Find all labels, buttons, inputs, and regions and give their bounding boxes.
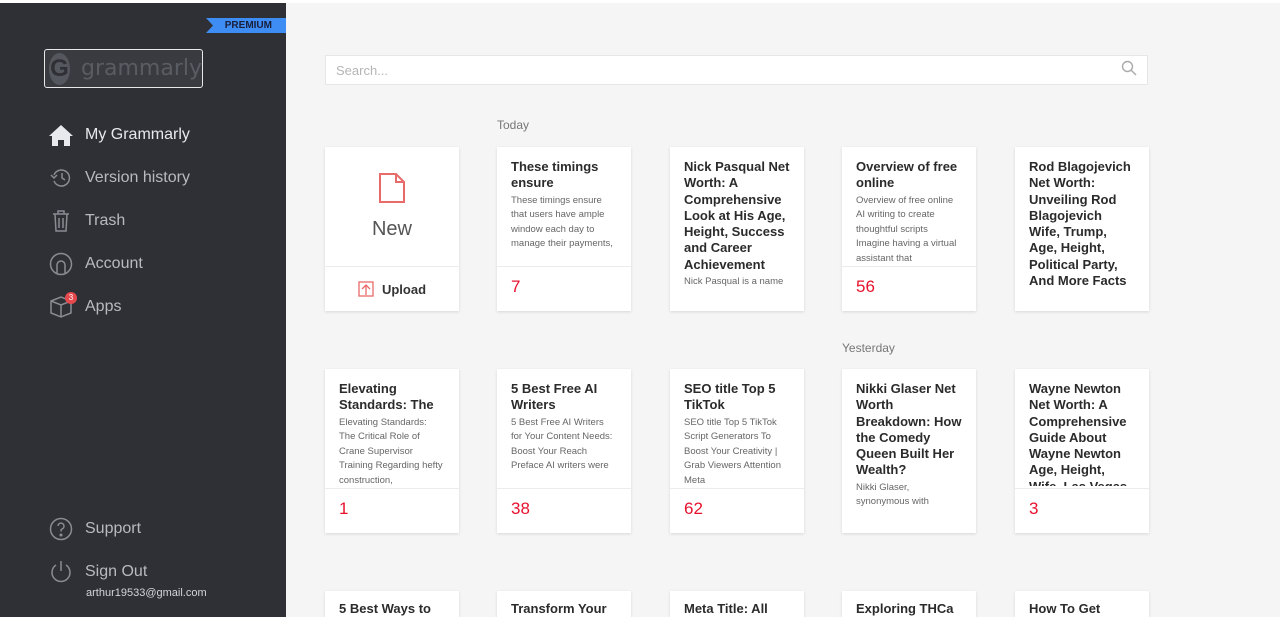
group-label-yesterday: Yesterday (842, 341, 895, 355)
document-body: Nick Pasqual Net Worth: A Comprehensive … (670, 147, 804, 297)
home-icon (49, 123, 73, 147)
document-card[interactable]: Rod Blagojevich Net Worth: Unveiling Rod… (1015, 147, 1149, 311)
document-body: 5 Best Ways to (325, 591, 459, 617)
document-title: 5 Best Free AI Writers (511, 381, 598, 413)
document-snippet: Elevating Standards: The Critical Role o… (339, 416, 443, 486)
upload-icon (358, 281, 374, 297)
document-card[interactable]: Meta Title: All (670, 591, 804, 617)
document-body: Rod Blagojevich Net Worth: Unveiling Rod… (1015, 147, 1149, 297)
sidebar-item-version-history[interactable]: Version history (49, 165, 190, 191)
box-icon: 3 (49, 292, 77, 319)
document-title: Wayne Newton Net Worth: A Comprehensive … (1029, 381, 1127, 486)
grammarly-g-icon: G (49, 52, 70, 85)
issue-count: 62 (670, 488, 804, 533)
document-title: Nikki Glaser Net Worth Breakdown: How th… (856, 381, 962, 478)
document-body: How To Get (1015, 591, 1149, 617)
document-title: These timings ensure (511, 159, 599, 191)
document-body: Wayne Newton Net Worth: A Comprehensive … (1015, 369, 1149, 486)
document-body: Elevating Standards: The Elevating Standa… (325, 369, 459, 486)
search-icon[interactable] (1121, 60, 1137, 81)
document-title: Rod Blagojevich Net Worth: Unveiling Rod… (1029, 159, 1131, 289)
search-bar (325, 55, 1148, 85)
document-title: 5 Best Ways to (339, 601, 431, 616)
account-icon (49, 252, 73, 276)
document-card[interactable]: Elevating Standards: The Elevating Standa… (325, 369, 459, 533)
issue-count: 3 (1015, 488, 1149, 533)
sidebar-item-label: Support (85, 520, 142, 537)
document-body: SEO title Top 5 TikTok SEO title Top 5 Ti… (670, 369, 804, 486)
sidebar-item-label: Account (85, 255, 143, 272)
document-card[interactable]: 5 Best Ways to (325, 591, 459, 617)
new-document-button[interactable]: New (325, 147, 459, 266)
document-card[interactable]: Overview of free online Overview of free … (842, 147, 976, 311)
new-label: New (371, 217, 412, 240)
document-body: Nikki Glaser Net Worth Breakdown: How th… (842, 369, 976, 519)
document-body: Exploring THCa (842, 591, 976, 617)
document-body: Overview of free online Overview of free … (842, 147, 976, 264)
document-card[interactable]: These timings ensure These timings ensure… (497, 147, 631, 311)
help-icon (49, 517, 73, 541)
history-icon (49, 166, 73, 190)
group-label-today: Today (497, 118, 530, 132)
sidebar-item-label: Apps (85, 298, 122, 315)
sidebar-item-account[interactable]: Account (49, 251, 143, 277)
document-body: Meta Title: All (670, 591, 804, 617)
document-body: Transform Your (497, 591, 631, 617)
issue-count: 56 (842, 266, 976, 311)
document-card[interactable]: Nick Pasqual Net Worth: A Comprehensive … (670, 147, 804, 311)
upload-label: Upload (381, 281, 427, 297)
document-title: Overview of free online (856, 159, 958, 191)
sidebar-item-label: Version history (85, 169, 190, 186)
document-title: Exploring THCa (856, 601, 954, 616)
issue-count: 38 (497, 488, 631, 533)
document-card[interactable]: Nikki Glaser Net Worth Breakdown: How th… (842, 369, 976, 533)
sidebar-item-trash[interactable]: Trash (49, 208, 125, 234)
document-body: These timings ensure These timings ensure… (497, 147, 631, 264)
document-title: Transform Your (511, 601, 607, 616)
document-snippet: Nikki Glaser, synonymous with (856, 481, 929, 508)
sidebar-item-apps[interactable]: 3 Apps (49, 292, 122, 320)
sidebar-item-my-grammarly[interactable]: My Grammarly (49, 122, 190, 148)
search-input[interactable] (336, 62, 1121, 78)
document-card[interactable]: How To Get (1015, 591, 1149, 617)
sidebar-item-label: My Grammarly (85, 126, 190, 143)
document-title: Nick Pasqual Net Worth: A Comprehensive … (684, 159, 790, 272)
apps-badge: 3 (65, 292, 77, 304)
new-document-card[interactable]: New Upload (325, 147, 459, 311)
issue-count: 1 (325, 488, 459, 533)
document-title: SEO title Top 5 TikTok (684, 381, 776, 413)
document-title: How To Get (1029, 601, 1101, 616)
upload-button[interactable]: Upload (325, 266, 459, 311)
document-title: Meta Title: All (684, 601, 768, 616)
document-snippet: These timings ensure that users have amp… (511, 194, 613, 250)
premium-badge: PREMIUM (206, 18, 286, 33)
document-card[interactable]: Wayne Newton Net Worth: A Comprehensive … (1015, 369, 1149, 533)
document-card[interactable]: Transform Your (497, 591, 631, 617)
document-title: Elevating Standards: The (339, 381, 434, 413)
document-card[interactable]: 5 Best Free AI Writers 5 Best Free AI Wri… (497, 369, 631, 533)
document-snippet: 5 Best Free AI Writers for Your Content … (511, 416, 613, 472)
document-icon (379, 172, 405, 208)
document-card[interactable]: Exploring THCa (842, 591, 976, 617)
sidebar: PREMIUM G grammarly My Grammarly Version… (0, 3, 286, 617)
document-snippet: Overview of free online AI writing to cr… (856, 194, 957, 264)
grammarly-logo[interactable]: G grammarly (44, 49, 203, 88)
document-body: 5 Best Free AI Writers 5 Best Free AI Wri… (497, 369, 631, 486)
document-card[interactable]: SEO title Top 5 TikTok SEO title Top 5 Ti… (670, 369, 804, 533)
sidebar-item-label: Sign Out (85, 563, 148, 580)
trash-icon (49, 209, 73, 233)
sidebar-item-label: Trash (85, 212, 126, 229)
sidebar-item-support[interactable]: Support (49, 516, 141, 542)
sidebar-item-sign-out[interactable]: Sign Out (49, 559, 147, 585)
document-snippet: SEO title Top 5 TikTok Script Generators… (684, 416, 781, 486)
document-snippet: Nick Pasqual is a name (684, 276, 784, 288)
power-icon (49, 560, 73, 584)
logo-text: grammarly (80, 56, 202, 81)
user-email: arthur19533@gmail.com (86, 587, 207, 599)
issue-count: 7 (497, 266, 631, 311)
